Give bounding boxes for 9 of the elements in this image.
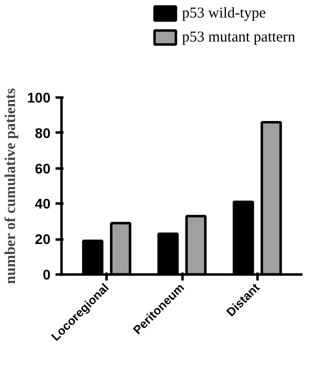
y-tick-label: 40 <box>34 196 51 212</box>
y-tick-label: 20 <box>34 231 51 248</box>
legend-label: p53 mutant pattern <box>182 30 296 46</box>
y-tick-label: 0 <box>42 266 51 282</box>
y-tick-label: 80 <box>34 124 51 141</box>
y-tick-label: 100 <box>27 90 51 106</box>
legend-label: p53 wild-type <box>182 6 266 22</box>
y-tick-label: 60 <box>34 160 51 176</box>
y-axis-title: number of cumulative patients <box>3 88 20 284</box>
